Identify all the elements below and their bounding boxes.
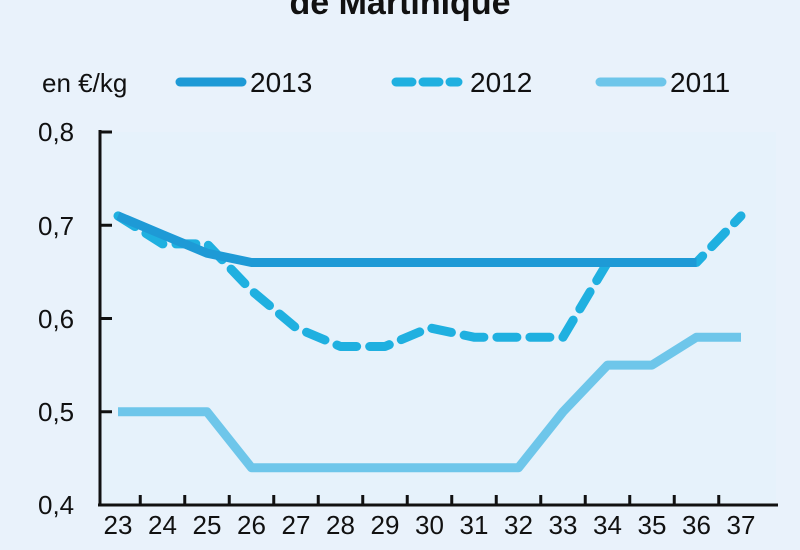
x-ticks: 23 24 25 26 27 28 29 30 31 32 33 34 35 36 37 [104, 495, 756, 540]
y-tick-label: 0,6 [38, 304, 74, 334]
y-tick-label: 0,7 [38, 211, 74, 241]
x-tick-label: 25 [193, 510, 222, 540]
y-tick-label: 0,5 [38, 397, 74, 427]
series-line-2011 [118, 332, 741, 473]
legend: 2013 2012 2011 [175, 67, 730, 98]
series-lines [113, 211, 746, 473]
y-tick-label: 0,8 [38, 117, 74, 147]
x-tick-label: 33 [549, 510, 578, 540]
x-tick-label: 23 [104, 510, 133, 540]
y-ticks [100, 130, 112, 507]
x-tick-label: 29 [371, 510, 400, 540]
chart-title: de Martinique [289, 0, 511, 22]
unit-label: en €/kg [42, 68, 127, 98]
series-line-2013 [116, 211, 697, 267]
x-tick-label: 35 [638, 510, 667, 540]
x-tick-label: 31 [460, 510, 489, 540]
y-tick-label: 0,4 [38, 490, 74, 520]
x-tick-label: 37 [727, 510, 756, 540]
x-tick-label: 34 [593, 510, 622, 540]
legend-label-2012: 2012 [470, 67, 532, 98]
y-tick-labels: 0,8 0,7 0,6 0,5 0,4 [38, 117, 74, 520]
x-tick-label: 27 [282, 510, 311, 540]
legend-label-2013: 2013 [250, 67, 312, 98]
x-tick-label: 28 [326, 510, 355, 540]
x-tick-label: 24 [148, 510, 177, 540]
x-tick-label: 30 [415, 510, 444, 540]
x-tick-label: 32 [504, 510, 533, 540]
x-tick-label: 26 [237, 510, 266, 540]
plot-area [100, 132, 776, 505]
x-tick-label: 36 [682, 510, 711, 540]
legend-label-2011: 2011 [670, 67, 730, 98]
